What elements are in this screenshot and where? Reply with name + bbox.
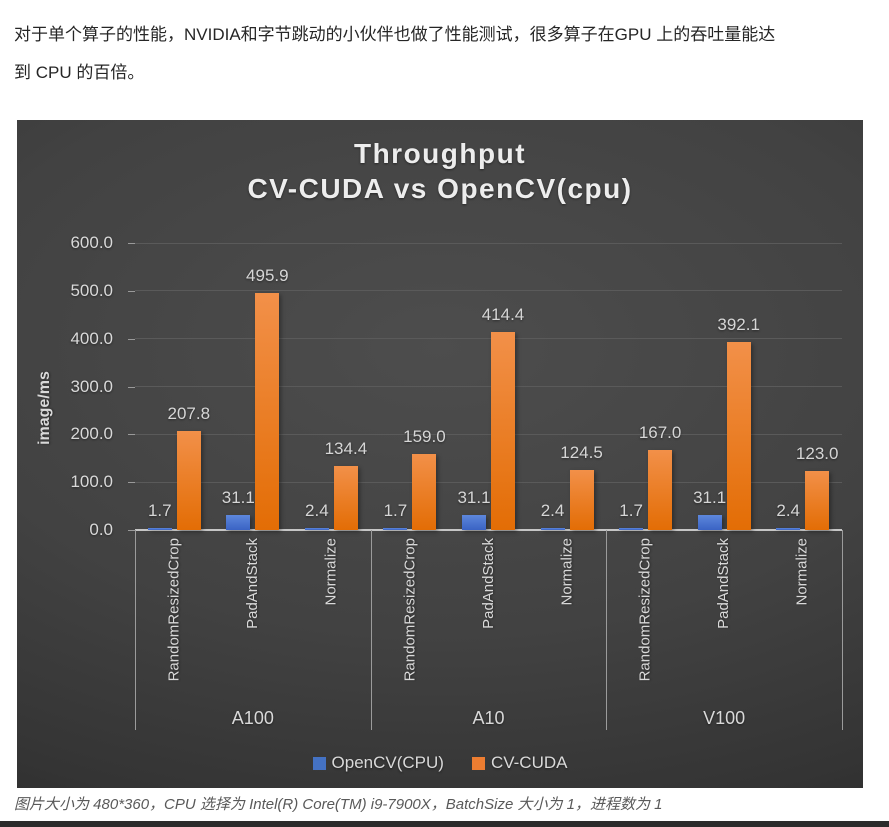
group-divider xyxy=(842,530,843,730)
y-axis-tick xyxy=(128,386,135,388)
bar-slot: 2.4 123.0 xyxy=(763,243,842,530)
bar-opencv-cpu-: 2.4 xyxy=(776,502,801,530)
data-label: 207.8 xyxy=(167,403,211,423)
gridline xyxy=(135,481,842,483)
category-label: Normalize xyxy=(558,538,576,606)
bar-opencv-cpu-: 31.1 xyxy=(222,489,255,530)
bar-opencv-cpu-: 1.7 xyxy=(383,502,408,530)
bar-opencv-cpu-: 1.7 xyxy=(619,502,644,530)
group-divider xyxy=(135,530,136,730)
legend-item: CV-CUDA xyxy=(471,753,568,773)
group-label: A100 xyxy=(231,708,274,728)
bar-cv-cuda: 207.8 xyxy=(167,404,210,530)
legend-label: CV-CUDA xyxy=(490,753,568,772)
legend: OpenCV(CPU) CV-CUDA xyxy=(17,753,863,773)
chart-title-block: Throughput CV-CUDA vs OpenCV(cpu) xyxy=(17,136,863,206)
gridline xyxy=(135,290,842,292)
bottom-divider xyxy=(0,821,889,827)
data-label: 495.9 xyxy=(246,265,289,285)
bar-cv-cuda: 167.0 xyxy=(639,424,681,530)
bar-slot: 1.7 207.8 xyxy=(135,243,214,530)
bar-opencv-cpu-: 31.1 xyxy=(457,489,491,530)
bar-slot: 1.7 159.0 xyxy=(371,243,450,530)
data-label: 2.4 xyxy=(776,501,801,520)
data-label: 124.5 xyxy=(560,443,603,463)
category-label: PadAndStack xyxy=(479,538,497,629)
category-label: PadAndStack xyxy=(715,538,733,629)
y-axis-tick xyxy=(128,338,135,340)
caption: 图片大小为 480*360，CPU 选择为 Intel(R) Core(TM) … xyxy=(14,796,663,813)
category-label: PadAndStack xyxy=(243,538,261,629)
bar-cv-cuda: 123.0 xyxy=(796,445,838,530)
intro-line: 对于单个算子的性能，NVIDIA和字节跳动的小伙伴也做了性能测试，很多算子在GP… xyxy=(14,25,776,44)
category-label: RandomResizedCrop xyxy=(165,538,183,682)
data-label: 1.7 xyxy=(147,501,172,520)
y-axis-tick xyxy=(128,290,135,292)
group-divider xyxy=(370,530,372,730)
group-divider xyxy=(606,530,608,730)
y-axis-label: 100.0 xyxy=(70,472,113,492)
category-label: RandomResizedCrop xyxy=(636,538,654,682)
category-label: Normalize xyxy=(793,538,811,606)
bar-slot: 31.1 414.4 xyxy=(449,243,528,530)
bar-slot: 2.4 124.5 xyxy=(528,243,607,530)
y-axis-label: 400.0 xyxy=(70,328,113,348)
y-axis-tick xyxy=(128,482,135,484)
data-label: 2.4 xyxy=(540,501,565,520)
data-label: 31.1 xyxy=(457,488,491,508)
gridline xyxy=(135,242,842,244)
legend-item: OpenCV(CPU) xyxy=(312,753,444,773)
bar-cv-cuda: 134.4 xyxy=(325,439,367,530)
bar-cv-cuda: 159.0 xyxy=(403,427,446,530)
bar-opencv-cpu-: 31.1 xyxy=(693,489,726,530)
throughput-chart: Throughput CV-CUDA vs OpenCV(cpu) image/… xyxy=(17,120,863,788)
gridline xyxy=(135,386,842,387)
group-label: A10 xyxy=(472,708,505,728)
chart-subtitle: CV-CUDA vs OpenCV(cpu) xyxy=(247,173,633,204)
bar-cv-cuda: 414.4 xyxy=(482,305,524,530)
data-label: 159.0 xyxy=(403,426,446,446)
data-label: 414.4 xyxy=(481,304,525,324)
bar-slot: 2.4 134.4 xyxy=(292,243,371,530)
data-label: 1.7 xyxy=(383,501,408,520)
bar-cv-cuda: 124.5 xyxy=(560,444,603,530)
y-axis-tick xyxy=(128,243,135,244)
gridline xyxy=(135,338,842,340)
data-label: 31.1 xyxy=(221,488,255,508)
legend-swatch-icon xyxy=(471,756,485,770)
gridline xyxy=(135,433,842,435)
y-axis-label: 600.0 xyxy=(70,233,113,252)
bar-opencv-cpu-: 2.4 xyxy=(540,502,565,530)
data-label: 1.7 xyxy=(619,501,643,520)
group-label: V100 xyxy=(703,708,746,728)
data-label: 31.1 xyxy=(693,488,727,508)
y-axis-label: 500.0 xyxy=(70,280,113,300)
bar-opencv-cpu-: 2.4 xyxy=(304,502,329,530)
legend-swatch-icon xyxy=(312,756,326,770)
x-axis-line xyxy=(135,529,842,531)
bar-slot: 31.1 392.1 xyxy=(685,243,764,530)
category-label: Normalize xyxy=(322,538,340,606)
bar-slot: 31.1 495.9 xyxy=(214,243,293,530)
data-label: 2.4 xyxy=(305,501,329,520)
category-label: RandomResizedCrop xyxy=(400,538,418,682)
data-label: 392.1 xyxy=(717,315,760,335)
bar-cv-cuda: 392.1 xyxy=(717,316,760,530)
data-label: 123.0 xyxy=(795,444,839,464)
data-label: 134.4 xyxy=(324,438,368,458)
bar-opencv-cpu-: 1.7 xyxy=(147,502,172,530)
legend-label: OpenCV(CPU) xyxy=(331,753,444,772)
bar-cv-cuda: 495.9 xyxy=(246,266,289,530)
y-axis-label: 200.0 xyxy=(70,424,113,444)
y-axis-tick xyxy=(128,434,135,436)
y-axis-label: 0.0 xyxy=(89,520,113,539)
y-axis-tick xyxy=(128,530,135,531)
intro-line: 到 CPU 的百倍。 xyxy=(14,63,145,82)
intro-paragraph: 对于单个算子的性能，NVIDIA和字节跳动的小伙伴也做了性能测试，很多算子在GP… xyxy=(14,16,878,92)
y-axis-label: 300.0 xyxy=(70,376,113,396)
bar-slot: 1.7 167.0 xyxy=(606,243,685,530)
data-label: 167.0 xyxy=(638,423,682,443)
chart-title: Throughput xyxy=(353,138,527,169)
